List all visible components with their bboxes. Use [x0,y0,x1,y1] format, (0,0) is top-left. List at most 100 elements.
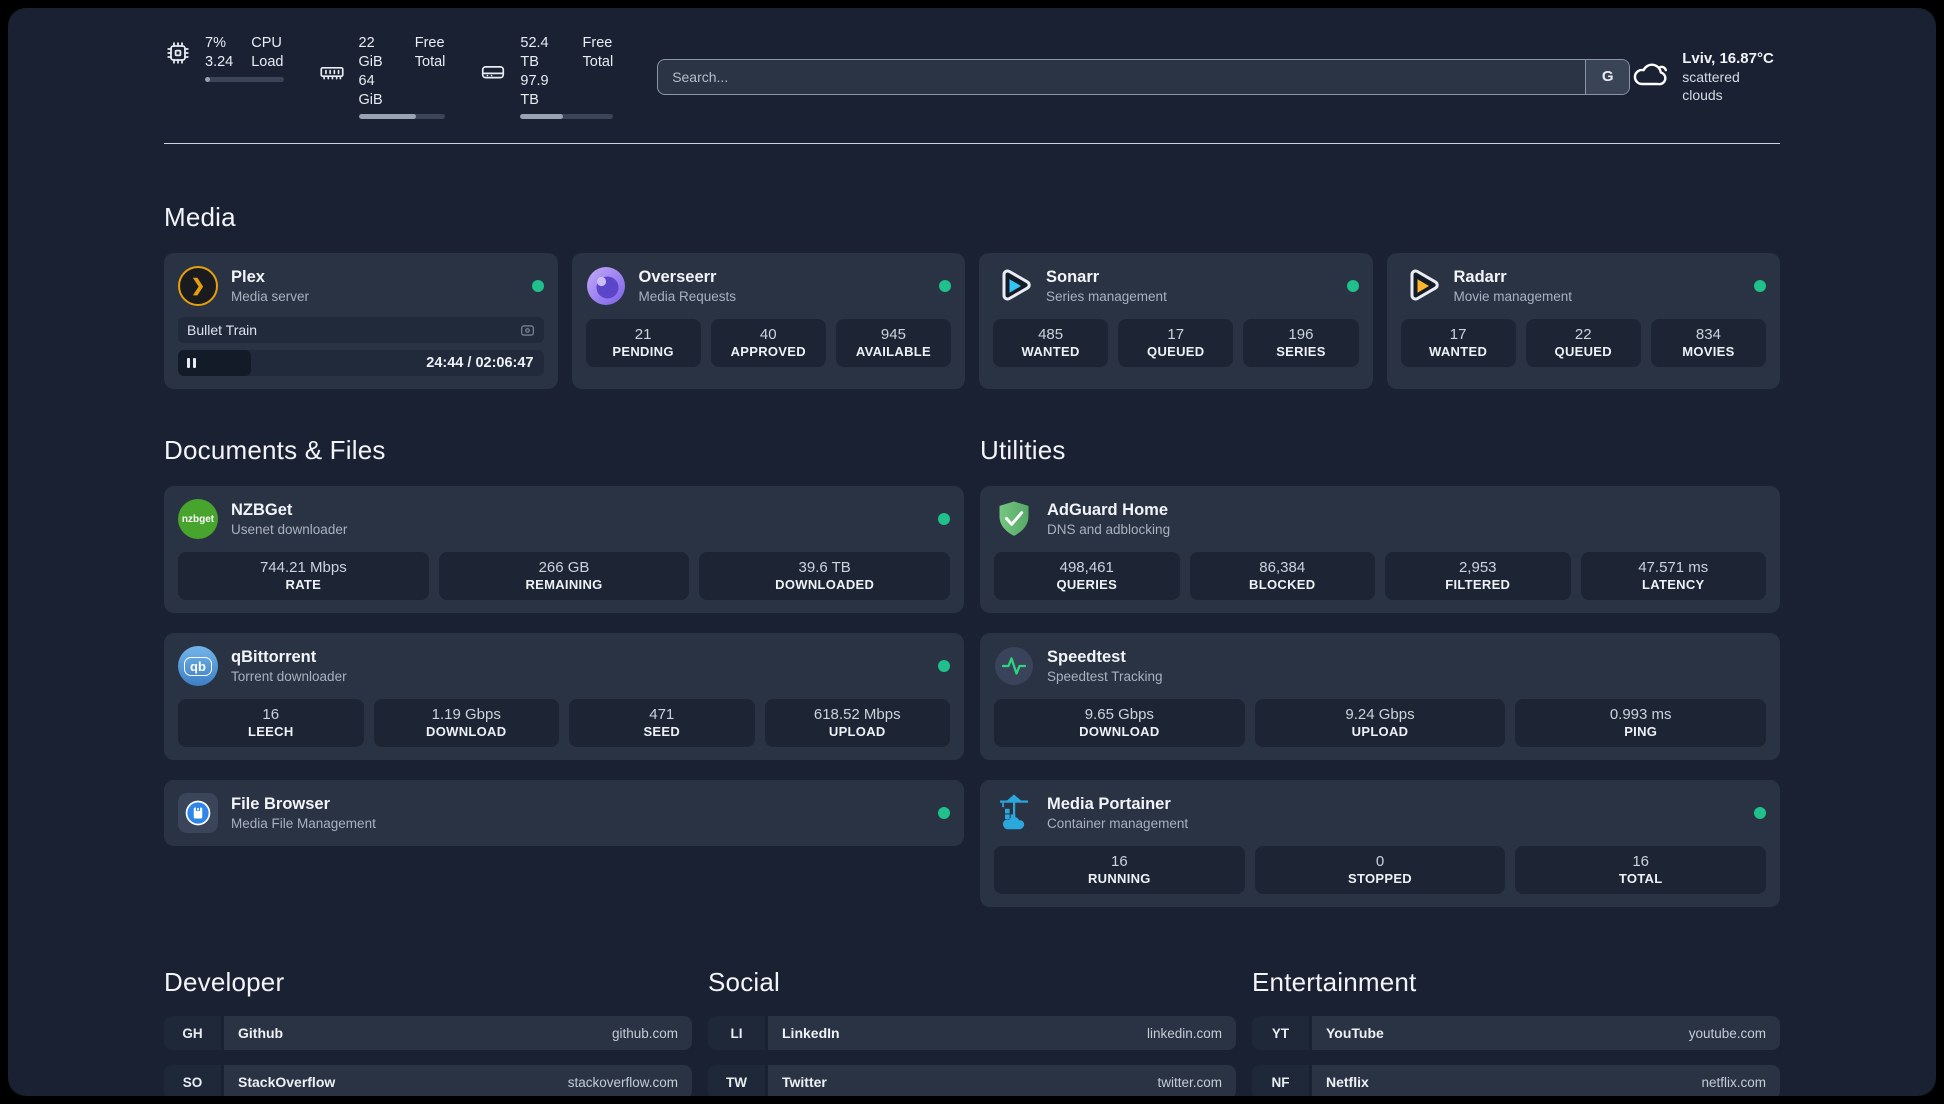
stat-queries: 498,461 QUERIES [994,552,1180,601]
status-dot [938,660,950,673]
disk-progress [520,114,614,120]
app-subtitle: Media server [231,289,310,305]
link-youtube[interactable]: YT YouTube youtube.com [1252,1016,1780,1051]
app-name: Plex [231,267,265,286]
link-github[interactable]: GH Github github.com [164,1016,692,1051]
disk-total-value: 97.9 TB [520,72,549,108]
link-tag: SO [164,1065,221,1096]
stat-series: 196 SERIES [1243,319,1359,368]
pause-icon[interactable] [187,358,196,369]
stat-movies: 834 MOVIES [1650,319,1767,368]
link-name: Twitter [782,1074,827,1091]
status-dot [938,513,950,526]
section-title-media: Media [164,202,236,233]
link-tag: NF [1252,1065,1309,1096]
plex-icon: ❯ [178,266,218,307]
search-engine-button[interactable]: G [1585,59,1630,94]
top-bar: 7% 3.24 CPU Load [164,34,1780,120]
memory-stat: 22 GiB 64 GiB Free Total [318,34,446,120]
app-card-speedtest[interactable]: Speedtest Speedtest Tracking 9.65 Gbps D… [980,633,1780,761]
link-url: netflix.com [1701,1074,1766,1090]
sonarr-icon [1002,269,1031,301]
app-card-plex[interactable]: ❯ Plex Media server Bullet Train [164,253,558,390]
nzbget-icon: nzbget [178,499,218,540]
stat-total: 16 TOTAL [1515,846,1767,895]
status-dot [939,280,951,293]
link-linkedin[interactable]: LI LinkedIn linkedin.com [708,1016,1236,1051]
disk-stat: 52.4 TB 97.9 TB Free Total [479,34,614,120]
header-divider [164,143,1780,145]
cloud-icon [1630,58,1670,95]
stat-upload: 618.52 Mbps UPLOAD [764,699,950,748]
app-subtitle: Series management [1046,289,1167,305]
app-subtitle: Movie management [1453,289,1573,305]
app-card-overseerr[interactable]: Overseerr Media Requests 21 PENDING 40 A… [571,253,965,390]
app-card-sonarr[interactable]: Sonarr Series management 485 WANTED 17 Q… [979,253,1373,390]
adguard-icon [999,501,1029,537]
stat-stopped: 0 STOPPED [1254,846,1506,895]
app-name: Media Portainer [1047,794,1171,813]
app-subtitle: Container management [1047,816,1189,832]
section-title-utilities: Utilities [980,435,1066,466]
link-name: Github [238,1025,284,1042]
cpu-load-value: 3.24 [205,53,234,70]
app-card-filebrowser[interactable]: File Browser Media File Management [164,780,964,847]
link-name: LinkedIn [782,1025,840,1042]
stat-available: 945 AVAILABLE [835,319,952,368]
status-dot [531,280,544,293]
link-stackoverflow[interactable]: SO StackOverflow stackoverflow.com [164,1065,692,1096]
stat-download: 9.65 Gbps DOWNLOAD [994,699,1245,748]
stat-blocked: 86,384 BLOCKED [1189,552,1375,601]
playback-progress-bar: 24:44 / 02:06:47 [178,350,544,377]
app-name: Radarr [1453,267,1507,286]
app-subtitle: DNS and adblocking [1047,522,1171,538]
playback-time: 24:44 / 02:06:47 [426,355,534,372]
app-name: Overseerr [638,267,717,286]
app-name: Sonarr [1046,267,1100,286]
stat-remaining: 266 GB REMAINING [438,552,690,601]
app-name: qBittorrent [231,647,317,666]
stat-upload: 9.24 Gbps UPLOAD [1254,699,1506,748]
stat-latency: 47.571 ms LATENCY [1580,552,1766,601]
stat-rate: 744.21 Mbps RATE [178,552,429,601]
stat-pending: 21 PENDING [585,319,701,368]
cpu-percent: 7% [205,35,226,51]
section-title-documents: Documents & Files [164,435,386,466]
overseerr-icon [586,267,625,306]
link-url: youtube.com [1688,1025,1766,1041]
app-card-adguard[interactable]: AdGuard Home DNS and adblocking 498,461 … [980,486,1780,614]
cast-icon [520,323,535,338]
app-name: AdGuard Home [1047,500,1169,519]
app-card-radarr[interactable]: Radarr Movie management 17 WANTED 22 QUE… [1386,253,1780,390]
stat-running: 16 RUNNING [994,846,1245,895]
memory-progress [358,114,446,120]
app-subtitle: Media Requests [638,289,737,305]
app-card-qbittorrent[interactable]: qb qBittorrent Torrent downloader 16 LEE… [164,633,964,761]
status-dot [938,807,950,820]
link-url: twitter.com [1157,1074,1222,1090]
status-dot [1754,280,1766,293]
section-title-social: Social [708,967,781,998]
memory-free-label: Free [414,35,445,51]
link-netflix[interactable]: NF Netflix netflix.com [1252,1065,1780,1096]
radarr-icon [1410,269,1439,301]
stat-queued: 17 QUEUED [1118,319,1234,368]
memory-total-value: 64 GiB [358,72,383,108]
stat-seed: 471 SEED [569,699,755,748]
link-twitter[interactable]: TW Twitter twitter.com [708,1065,1236,1096]
search-input[interactable] [657,58,1631,95]
developer-section: Developer GH Github github.com SO StackO… [164,967,692,1096]
link-name: Netflix [1326,1074,1369,1091]
link-tag: GH [164,1016,221,1051]
app-subtitle: Torrent downloader [231,669,347,685]
app-card-portainer[interactable]: Media Portainer Container management 16 … [980,780,1780,908]
weather-location-temp: Lviv, 16.87°C [1682,49,1774,67]
app-subtitle: Usenet downloader [231,522,348,538]
cpu-load-label: Load [251,53,284,70]
stat-wanted: 17 WANTED [1400,319,1516,368]
stat-approved: 40 APPROVED [710,319,826,368]
app-card-nzbget[interactable]: nzbget NZBGet Usenet downloader 744.21 M… [164,486,964,614]
stat-queued: 22 QUEUED [1525,319,1641,368]
status-dot [1754,807,1766,820]
section-title-developer: Developer [164,967,285,998]
